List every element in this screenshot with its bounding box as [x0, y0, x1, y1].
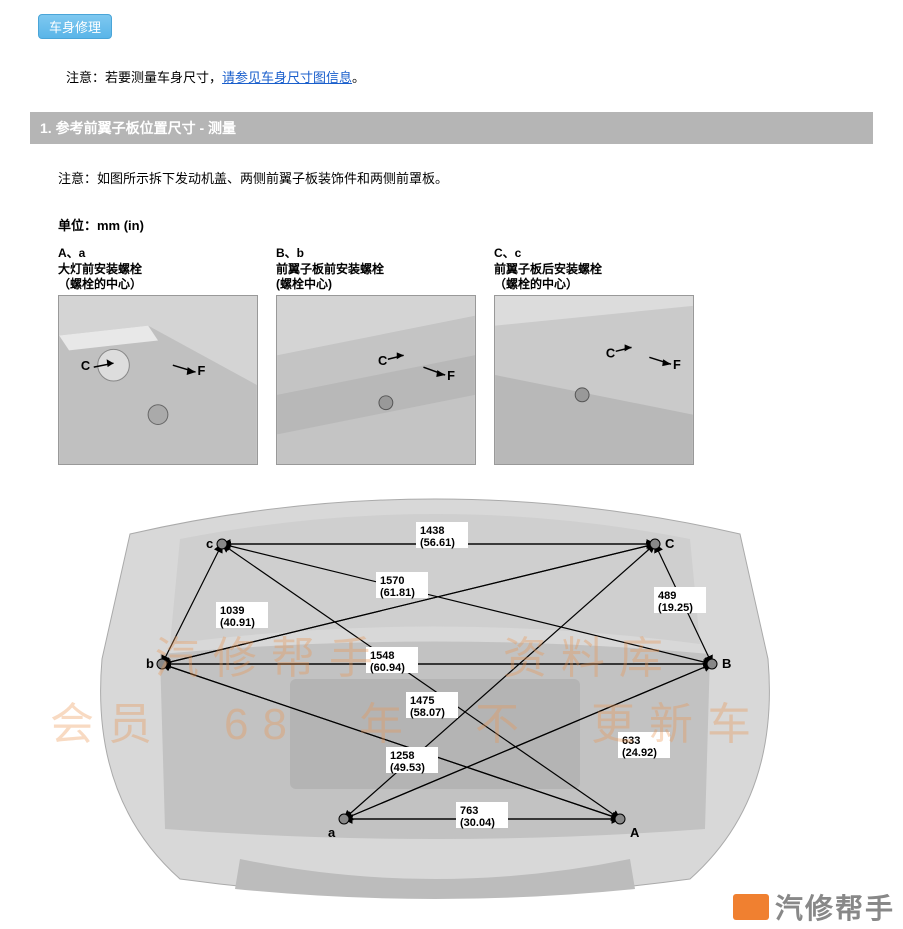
thumb-image-b: C F — [276, 295, 476, 465]
svg-text:1258: 1258 — [390, 750, 414, 762]
thumb-title: 前翼子板后安装螺栓 — [494, 262, 602, 276]
svg-text:633: 633 — [622, 735, 640, 747]
thumb-sub: （螺栓的中心） — [494, 277, 578, 291]
note-suffix: 。 — [352, 70, 365, 85]
svg-text:1475: 1475 — [410, 695, 434, 707]
svg-text:(60.94): (60.94) — [370, 662, 405, 674]
thumb-sub: （螺栓的中心） — [58, 277, 142, 291]
thumb-code: B、b — [276, 246, 304, 260]
unit-label: 单位：mm (in) — [58, 215, 873, 234]
thumbnail-row: A、a 大灯前安装螺栓 （螺栓的中心） C F — [58, 246, 873, 465]
svg-text:(19.25): (19.25) — [658, 602, 693, 614]
thumb-col-a: A、a 大灯前安装螺栓 （螺栓的中心） C F — [58, 246, 258, 465]
svg-text:(24.92): (24.92) — [622, 747, 657, 759]
thumb-code: C、c — [494, 246, 521, 260]
svg-text:F: F — [673, 357, 681, 372]
logo-icon — [733, 894, 769, 920]
svg-text:(30.04): (30.04) — [460, 817, 495, 829]
svg-text:1570: 1570 — [380, 575, 404, 587]
svg-text:1438: 1438 — [420, 525, 444, 537]
thumb-col-b: B、b 前翼子板前安装螺栓 (螺栓中心) C F — [276, 246, 476, 465]
thumb-image-a: C F — [58, 295, 258, 465]
svg-text:a: a — [328, 825, 336, 840]
body-dim-link[interactable]: 请参见车身尺寸图信息 — [222, 70, 352, 85]
svg-text:b: b — [146, 656, 154, 671]
svg-text:C: C — [81, 358, 90, 373]
svg-text:(58.07): (58.07) — [410, 707, 445, 719]
thumb-sub: (螺栓中心) — [276, 277, 332, 291]
svg-text:C: C — [606, 345, 615, 360]
thumb-title: 大灯前安装螺栓 — [58, 262, 142, 276]
note-prefix: 注意：若要测量车身尺寸， — [66, 70, 222, 85]
thumb-code: A、a — [58, 246, 85, 260]
thumb-col-c: C、c 前翼子板后安装螺栓 （螺栓的中心） C F — [494, 246, 694, 465]
instruction-note: 注意：如图所示拆下发动机盖、两侧前翼子板装饰件和两侧前罩板。 — [58, 168, 873, 187]
svg-text:(40.91): (40.91) — [220, 617, 255, 629]
site-logo: 汽修帮手 — [733, 887, 895, 927]
logo-text: 汽修帮手 — [775, 887, 895, 927]
svg-text:(61.81): (61.81) — [380, 587, 415, 599]
category-tag: 车身修理 — [38, 14, 112, 39]
svg-text:C: C — [378, 353, 387, 368]
svg-text:1039: 1039 — [220, 605, 244, 617]
svg-text:B: B — [722, 656, 731, 671]
svg-text:F: F — [447, 368, 455, 383]
svg-text:763: 763 — [460, 805, 478, 817]
main-figure: 1438(56.61) 1570(61.81) 489(19.25) 1039(40.… — [90, 479, 780, 909]
svg-text:489: 489 — [658, 590, 676, 602]
thumb-title: 前翼子板前安装螺栓 — [276, 262, 384, 276]
svg-text:(49.53): (49.53) — [390, 762, 425, 774]
thumb-image-c: C F — [494, 295, 694, 465]
svg-text:1548: 1548 — [370, 650, 394, 662]
section-header: 1. 参考前翼子板位置尺寸 - 测量 — [30, 112, 873, 144]
note-line: 注意：若要测量车身尺寸，请参见车身尺寸图信息。 — [66, 67, 873, 86]
svg-text:A: A — [630, 825, 640, 840]
svg-text:(56.61): (56.61) — [420, 537, 455, 549]
svg-text:c: c — [206, 536, 213, 551]
svg-text:F: F — [198, 363, 206, 378]
svg-text:C: C — [665, 536, 675, 551]
